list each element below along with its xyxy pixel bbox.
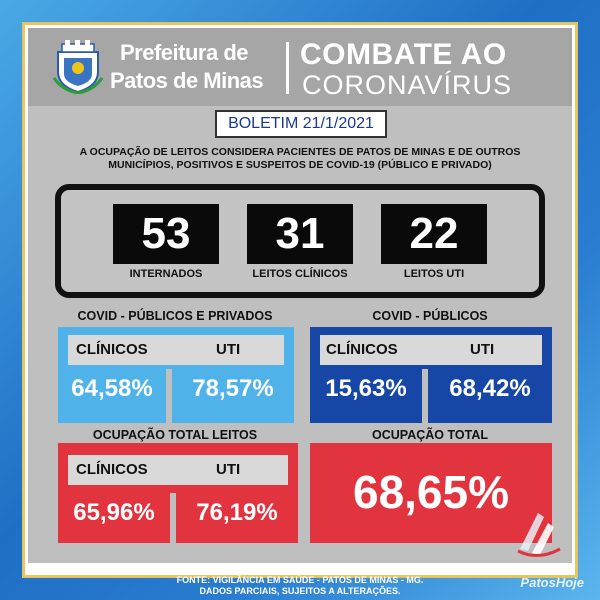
prefeitura-line2: Patos de Minas <box>110 68 264 93</box>
section-title-publicos-privados: COVID - PÚBLICOS E PRIVADOS <box>77 309 273 323</box>
section-title-publicos: COVID - PÚBLICOS <box>372 309 488 323</box>
brand-name: PatosHoje <box>520 575 584 590</box>
stat-label: LEITOS CLÍNICOS <box>252 268 348 280</box>
value-uti: 78,57% <box>192 375 274 402</box>
col-uti: UTI <box>470 341 495 358</box>
value-clinicos: 64,58% <box>71 375 153 402</box>
stat-value: 22 <box>381 204 487 264</box>
card-publicos: CLÍNICOS UTI 15,63% 68,42% <box>310 327 552 423</box>
value-ocupacao-total: 68,65% <box>352 466 509 518</box>
col-uti: UTI <box>216 341 241 358</box>
stat-label: INTERNADOS <box>129 268 203 280</box>
col-uti: UTI <box>216 461 241 478</box>
campaign-line1: COMBATE AO <box>300 38 507 71</box>
col-clinicos: CLÍNICOS <box>76 461 148 478</box>
section-title-ocupacao-total: OCUPAÇÃO TOTAL <box>372 428 488 442</box>
card-ocupacao-leitos: CLÍNICOS UTI 65,96% 76,19% <box>58 443 298 543</box>
note-line1: A OCUPAÇÃO DE LEITOS CONSIDERA PACIENTES… <box>79 146 521 158</box>
stats-box: 53 INTERNADOS 31 LEITOS CLÍNICOS 22 LEIT… <box>55 184 545 298</box>
value-uti: 68,42% <box>449 375 531 402</box>
card-header: CLÍNICOS UTI <box>68 455 288 485</box>
bulletin-panel: Prefeitura de Patos de Minas COMBATE AO … <box>28 28 572 563</box>
note-line2: MUNICÍPIOS, POSITIVOS E SUSPEITOS DE COV… <box>108 159 492 171</box>
header-bar: Prefeitura de Patos de Minas COMBATE AO … <box>28 28 572 106</box>
card-header: CLÍNICOS UTI <box>320 335 542 365</box>
value-clinicos: 15,63% <box>325 375 407 402</box>
boletim-badge: BOLETIM 21/1/2021 <box>215 110 387 138</box>
footer-line2: DADOS PARCIAIS, SUJEITOS A ALTERAÇÕES. <box>199 586 401 596</box>
campaign-line2: CORONAVÍRUS <box>302 70 513 100</box>
stat-leitos-clinicos: 31 LEITOS CLÍNICOS <box>247 204 353 280</box>
prefeitura-line1: Prefeitura de <box>120 40 249 65</box>
card-ocupacao-total: 68,65% <box>310 443 552 543</box>
card-divider <box>170 493 176 543</box>
patoshoje-logo-icon <box>517 513 561 557</box>
value-uti: 76,19% <box>196 499 278 526</box>
footer-source: FONTE: VIGILÂNCIA EM SAÚDE - PATOS DE MI… <box>0 575 600 597</box>
stat-leitos-uti: 22 LEITOS UTI <box>381 204 487 280</box>
card-divider <box>166 369 172 423</box>
col-clinicos: CLÍNICOS <box>76 341 148 358</box>
city-crest-icon <box>52 40 104 94</box>
card-header: CLÍNICOS UTI <box>68 335 284 365</box>
card-divider <box>422 369 428 423</box>
stat-value: 31 <box>247 204 353 264</box>
stat-internados: 53 INTERNADOS <box>113 204 219 280</box>
stat-value: 53 <box>113 204 219 264</box>
occupancy-note: A OCUPAÇÃO DE LEITOS CONSIDERA PACIENTES… <box>44 146 556 172</box>
card-publicos-privados: CLÍNICOS UTI 64,58% 78,57% <box>58 327 294 423</box>
col-clinicos: CLÍNICOS <box>326 341 398 358</box>
section-title-ocupacao-leitos: OCUPAÇÃO TOTAL LEITOS <box>92 428 258 442</box>
header-divider <box>286 42 289 94</box>
value-clinicos: 65,96% <box>73 499 155 526</box>
stat-label: LEITOS UTI <box>403 268 465 280</box>
footer-line1: FONTE: VIGILÂNCIA EM SAÚDE - PATOS DE MI… <box>176 575 424 585</box>
